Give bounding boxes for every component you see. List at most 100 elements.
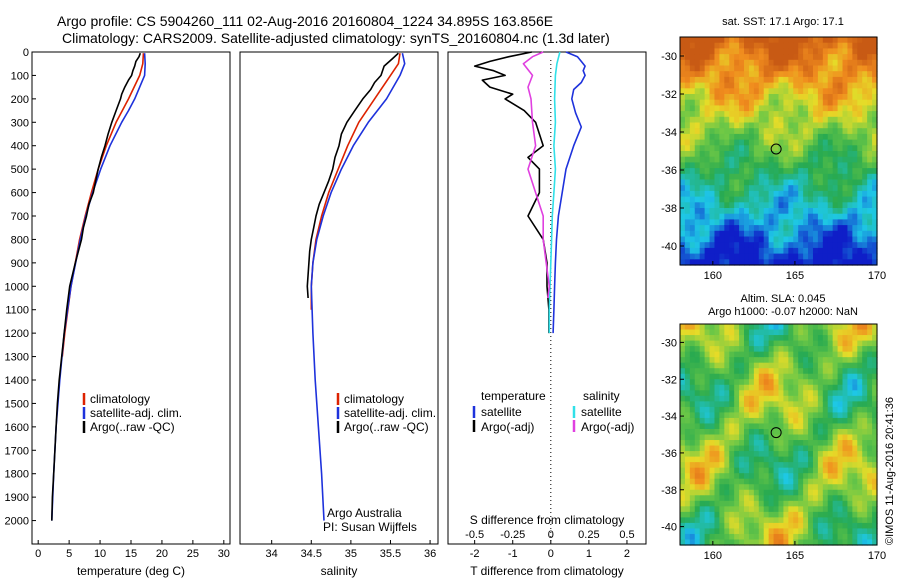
map-cell xyxy=(857,440,863,447)
map-cell xyxy=(719,462,725,469)
map-cell xyxy=(689,88,696,95)
map-cell xyxy=(758,379,765,386)
map-cell xyxy=(739,76,745,84)
map-cell xyxy=(704,105,711,112)
map-cell xyxy=(734,412,740,419)
map-cell xyxy=(857,196,863,203)
map-cell xyxy=(867,133,873,141)
sst-map-title: sat. SST: 17.1 Argo: 17.1 xyxy=(722,16,844,28)
map-cell xyxy=(827,401,834,408)
map-cell xyxy=(714,517,720,524)
map-cell xyxy=(778,395,785,402)
map-cell xyxy=(822,511,829,518)
map-cell xyxy=(694,368,701,375)
map-cell xyxy=(748,395,755,402)
map-cell xyxy=(748,368,755,375)
map-cell xyxy=(684,230,691,238)
map-cell xyxy=(812,208,819,215)
map-cell xyxy=(709,88,716,95)
map-cell xyxy=(847,122,853,129)
map-cell xyxy=(704,122,711,129)
map-cell xyxy=(842,190,849,198)
map-cell xyxy=(808,76,814,84)
map-cell xyxy=(748,500,755,507)
map-cell xyxy=(689,423,696,430)
map-cell xyxy=(729,478,735,485)
map-cell xyxy=(798,94,804,101)
map-cell xyxy=(832,511,839,518)
map-cell xyxy=(748,528,755,535)
map-cell xyxy=(793,65,799,72)
map-cell xyxy=(724,390,730,397)
map-cell xyxy=(837,412,844,419)
map-cell xyxy=(867,445,873,452)
map-cell xyxy=(803,259,809,266)
map-cell xyxy=(753,111,760,118)
map-cell xyxy=(680,495,686,502)
map-cell xyxy=(709,539,716,546)
map-cell xyxy=(872,379,878,386)
map-cell xyxy=(704,71,711,78)
map-cell xyxy=(783,379,789,386)
map-cell xyxy=(852,208,858,215)
map-cell xyxy=(748,428,755,436)
map-cell xyxy=(744,484,750,491)
map-cell xyxy=(788,202,794,209)
map-cell xyxy=(724,88,730,95)
map-cell xyxy=(817,517,824,524)
map-cell xyxy=(684,151,691,158)
map-cell xyxy=(857,395,863,402)
map-cell xyxy=(812,48,819,55)
map-cell xyxy=(699,99,706,106)
map-cell xyxy=(872,247,878,255)
map-cell xyxy=(808,539,814,546)
map-cell xyxy=(724,406,730,414)
map-cell xyxy=(680,351,686,358)
map-cell xyxy=(778,539,785,546)
map-cell xyxy=(827,48,834,55)
map-cell xyxy=(724,156,730,163)
map-cell xyxy=(808,434,814,441)
map-cell xyxy=(694,253,701,260)
map-cell xyxy=(689,196,696,203)
map-cell xyxy=(694,82,701,89)
map-cell xyxy=(763,213,770,220)
map-cell xyxy=(719,71,725,78)
map-cell xyxy=(832,48,839,55)
map-cell xyxy=(680,133,686,141)
map-cell xyxy=(729,88,735,95)
map-cell xyxy=(694,456,701,463)
map-cell xyxy=(798,71,804,78)
map-cell xyxy=(817,351,824,358)
map-cell xyxy=(714,247,720,255)
map-cell xyxy=(852,94,858,101)
map-cell xyxy=(847,406,853,414)
map-cell xyxy=(862,48,868,55)
map-cell xyxy=(827,539,834,546)
map-cell xyxy=(852,340,858,347)
map-cell xyxy=(694,151,701,158)
map-cell xyxy=(714,533,720,541)
map-cell xyxy=(793,401,799,408)
map-cell xyxy=(842,116,849,124)
map-cell xyxy=(709,478,716,485)
map-cell xyxy=(793,185,799,192)
map-cell xyxy=(803,357,809,364)
map-cell xyxy=(758,202,765,209)
map-cell xyxy=(812,329,819,336)
map-cell xyxy=(684,362,691,369)
map-cell xyxy=(763,533,770,541)
map-cell xyxy=(832,324,839,331)
map-cell xyxy=(689,151,696,158)
map-cell xyxy=(812,213,819,220)
map-cell xyxy=(714,423,720,430)
map-cell xyxy=(694,346,701,353)
map-cell xyxy=(758,478,765,485)
map-cell xyxy=(680,208,686,215)
map-cell xyxy=(793,82,799,89)
map-cell xyxy=(768,440,775,447)
map-cell xyxy=(798,357,804,364)
map-cell xyxy=(803,65,809,72)
map-cell xyxy=(822,384,829,391)
map-cell xyxy=(704,259,711,266)
